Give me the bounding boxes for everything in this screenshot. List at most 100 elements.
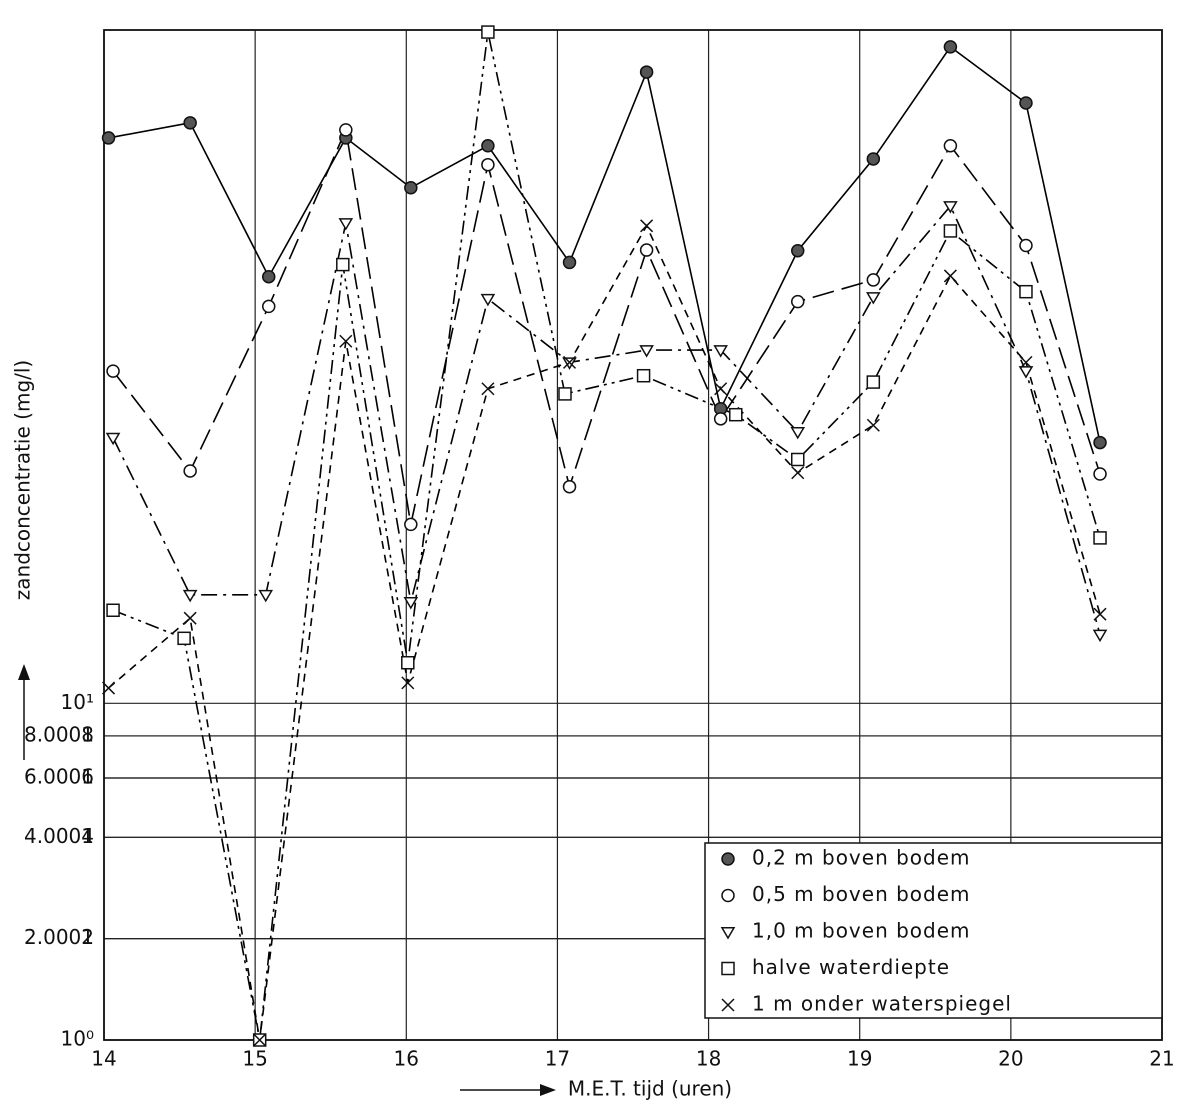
y-tick-label: 10¹ [61,690,94,714]
marker [640,219,654,233]
y-tick-label: 8.0001 [24,722,94,746]
x-tick-label: 16 [394,1047,419,1071]
legend-label: halve waterdiepte [752,955,950,979]
marker [404,517,418,532]
marker [102,681,116,695]
legend: 0,2 m boven bodem 0,5 m boven bodem 1,0 m … [704,842,1163,1019]
marker [866,152,881,166]
marker [338,218,354,231]
marker [1092,629,1108,643]
marker [339,334,353,348]
y-tick-label: 4 [81,824,94,848]
marker [261,299,276,314]
marker [866,292,881,305]
marker [481,157,495,172]
x-tick-label: 19 [847,1047,872,1071]
x-tick-label: 14 [91,1047,116,1071]
marker [1093,607,1107,621]
marker [403,597,419,610]
marker [562,479,577,494]
marker [106,603,120,618]
x-tick-label: 15 [242,1047,267,1071]
marker [481,382,495,396]
marker [721,961,735,976]
marker [481,139,495,153]
marker [1019,238,1033,253]
marker [101,131,116,145]
marker [558,387,572,401]
legend-label: 1 m onder waterspiegel [752,992,1012,1016]
marker [713,345,728,358]
x-tick-label: 20 [998,1047,1023,1071]
marker [790,243,805,258]
marker [721,998,735,1012]
series-line [112,204,1101,635]
marker [720,927,736,940]
marker [253,1033,267,1047]
y-tick-label: 4.0001 [24,824,94,848]
marker [721,852,735,866]
x-axis-label: M.E.T. tijd (uren) [568,1077,732,1101]
y-tick-label: 6 [81,765,94,789]
marker [183,464,197,478]
marker [177,631,191,646]
plot-frame [103,29,1163,1041]
marker [336,257,350,272]
marker [790,426,806,440]
marker [1018,366,1034,379]
series-line [112,127,1101,525]
y-axis-label: zandconcentratie (mg/l) [11,360,35,600]
marker [1093,435,1107,450]
marker [790,294,805,309]
y-tick-label: 2.0001 [24,925,94,949]
marker [401,655,415,670]
marker [639,345,654,358]
marker [339,123,353,137]
x-arrow [460,1084,556,1096]
legend-label: 0,2 m boven bodem [752,846,971,870]
marker [1019,355,1033,369]
series-line [108,45,1101,443]
marker [562,355,577,369]
marker [636,368,651,383]
marker [481,25,495,39]
marker [401,676,415,690]
marker [713,412,728,426]
marker [943,40,958,54]
marker [183,611,197,625]
series-line [112,31,1101,1041]
marker [866,418,880,432]
marker [714,382,728,396]
marker [106,364,120,378]
legend-label: 0,5 m boven bodem [752,882,971,906]
y-arrow [18,664,30,760]
marker [1093,531,1107,545]
y-tick-label: 6.0001 [24,765,94,789]
x-tick-label: 17 [545,1047,570,1071]
marker [866,273,881,287]
marker [261,269,276,284]
marker [943,224,958,238]
marker [943,139,958,153]
marker [1019,96,1033,110]
marker [1019,284,1033,299]
legend-box [704,842,1163,1019]
marker [183,116,197,130]
marker [258,589,274,603]
marker [105,432,121,446]
marker [866,375,881,389]
y-tick-label: 10⁰ [61,1027,94,1051]
marker [721,888,735,903]
x-tick-label: 18 [696,1047,721,1071]
marker [480,293,496,307]
marker [729,407,743,422]
marker [639,243,654,257]
y-tick-label: 2 [81,925,94,949]
marker [943,269,957,283]
marker [790,452,805,467]
x-tick-label: 21 [1149,1047,1174,1071]
y-tick-label: 8 [81,722,94,746]
marker [182,589,198,603]
legend-label: 1,0 m boven bodem [752,919,971,943]
